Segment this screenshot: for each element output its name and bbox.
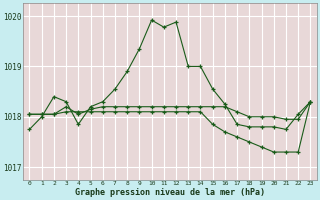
X-axis label: Graphe pression niveau de la mer (hPa): Graphe pression niveau de la mer (hPa)	[75, 188, 265, 197]
